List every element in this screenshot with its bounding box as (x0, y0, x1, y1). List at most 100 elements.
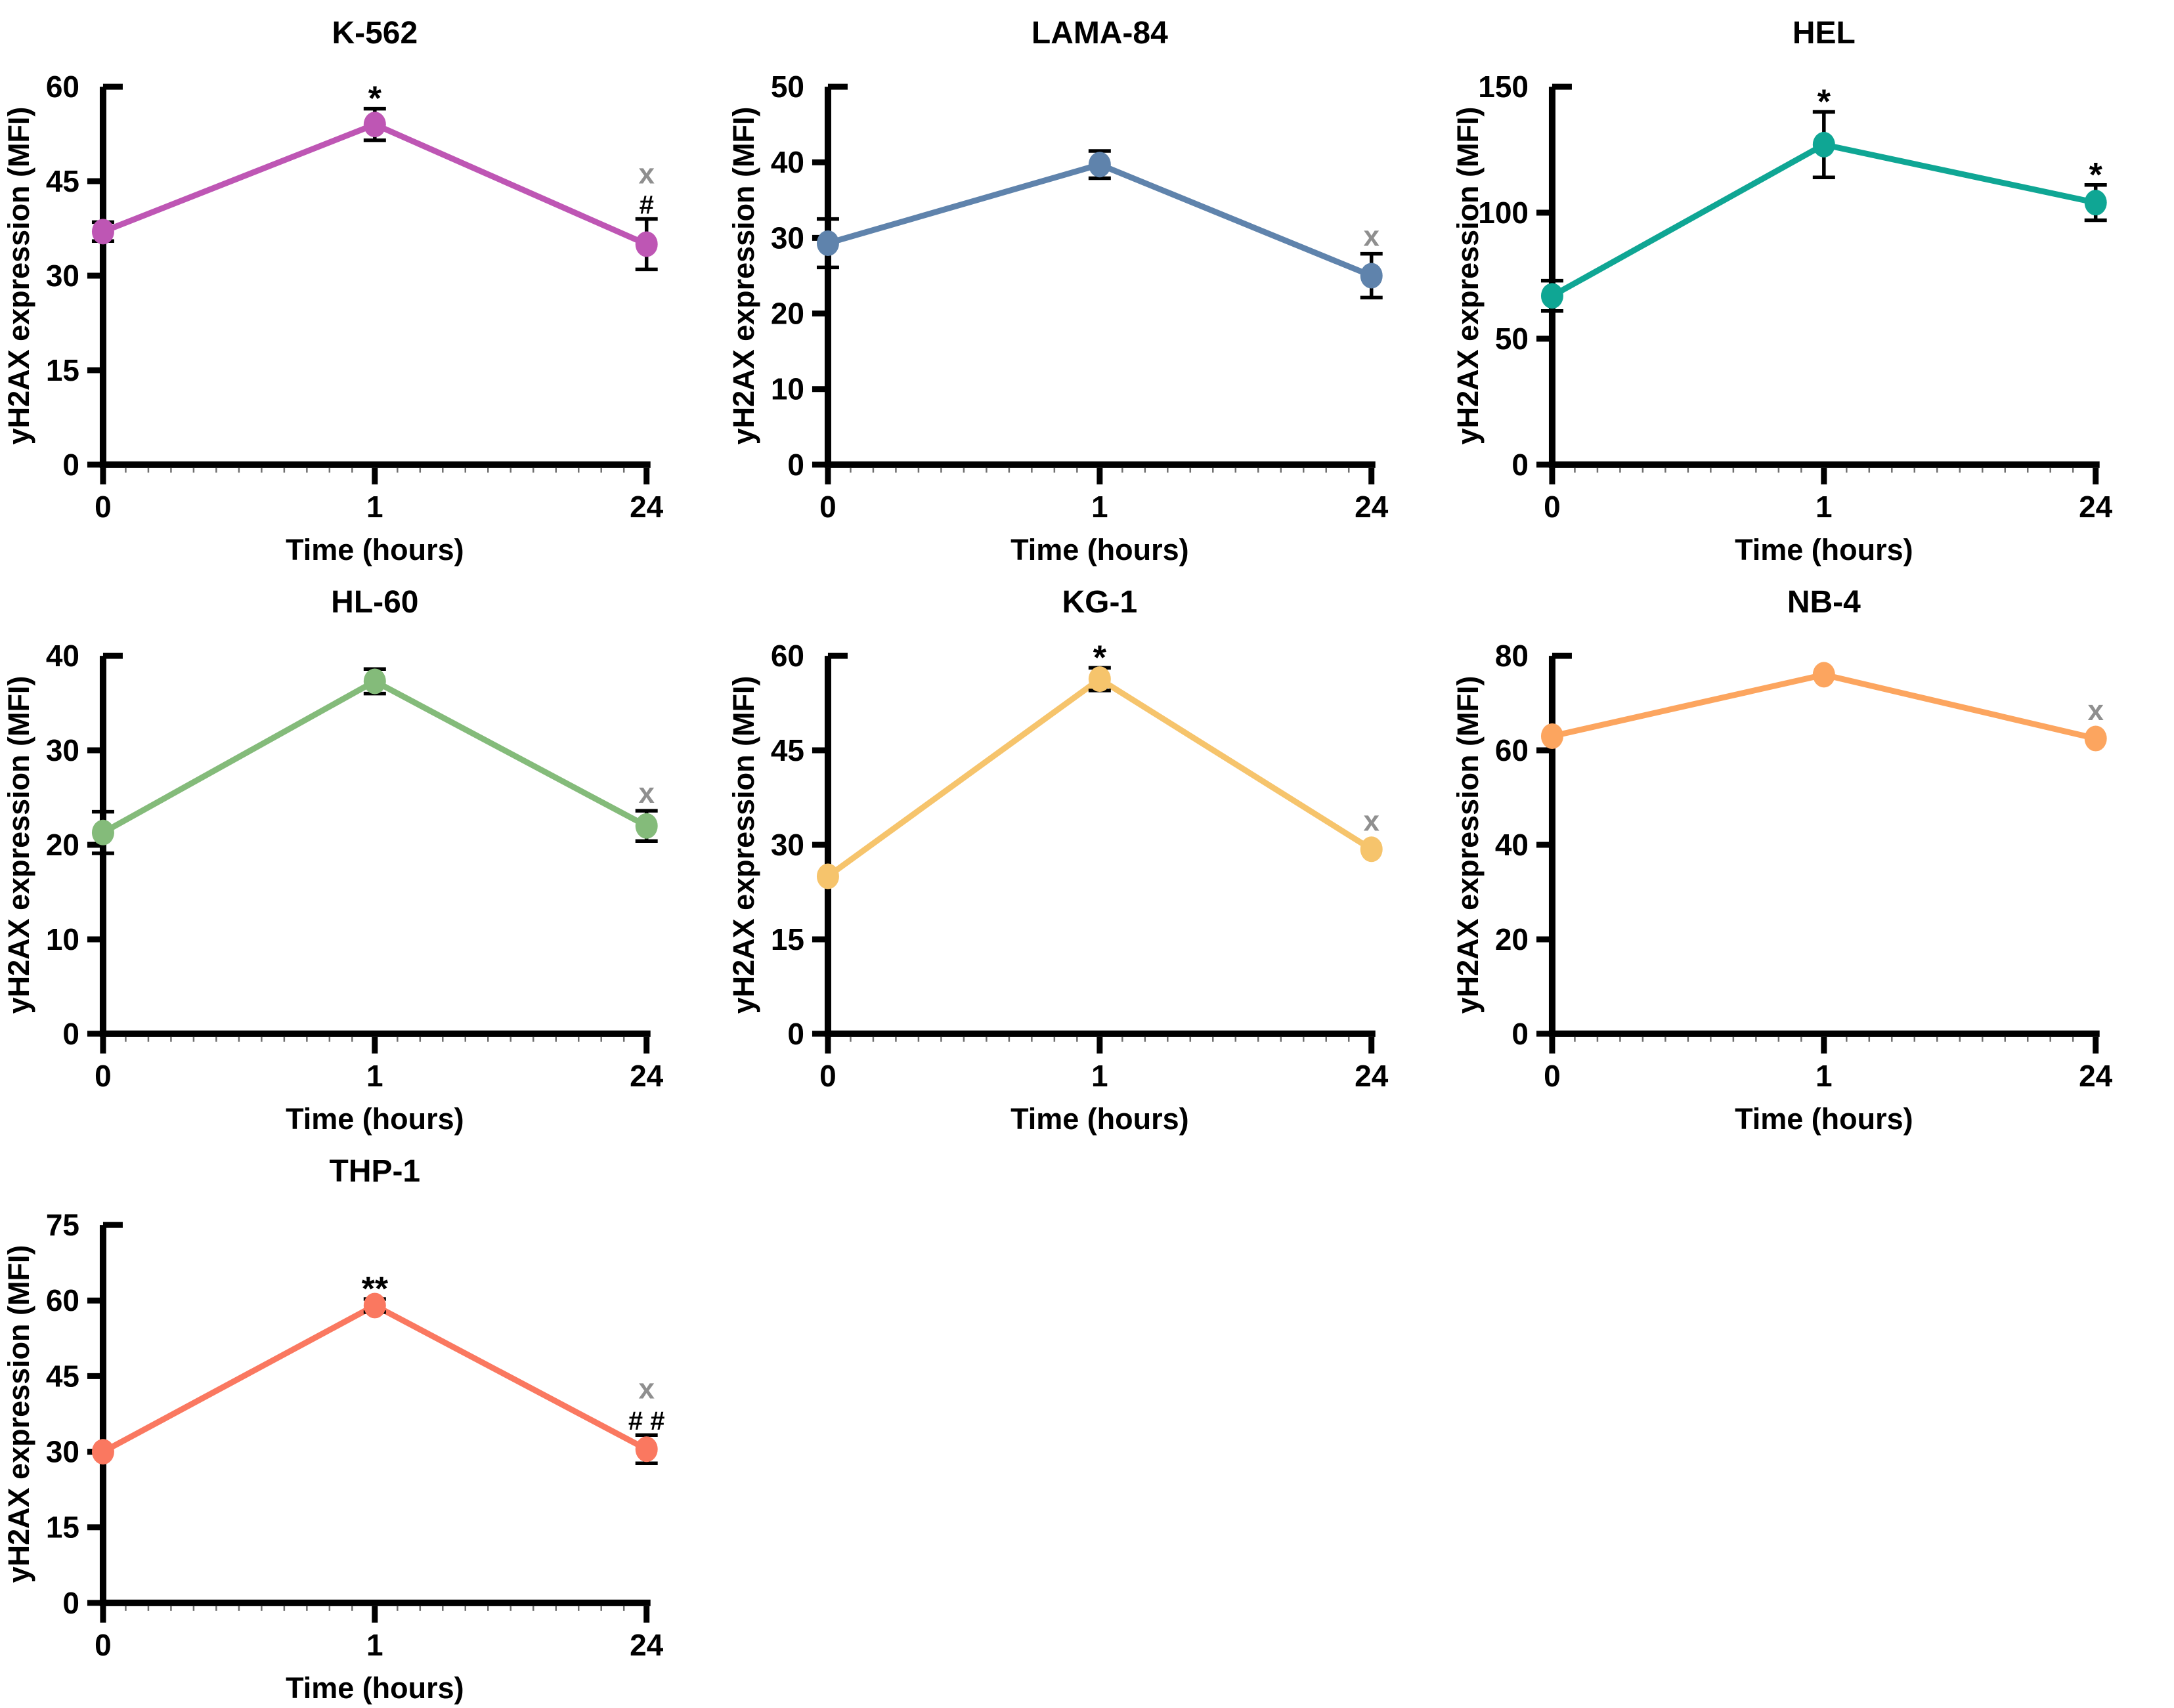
y-tick-label: 10 (770, 372, 804, 406)
data-point-marker (91, 1439, 114, 1465)
data-point-marker (363, 112, 386, 138)
x-tick-label: 1 (1091, 1059, 1108, 1093)
significance-annotation: x (638, 158, 655, 190)
data-point-marker (816, 863, 839, 889)
y-axis-label: yH2AX expression (MFI) (727, 676, 760, 1014)
x-tick-label: 24 (630, 490, 664, 524)
y-axis-label: yH2AX expression (MFI) (1451, 107, 1485, 445)
x-tick-label: 24 (1355, 490, 1389, 524)
y-axis-label: yH2AX expression (MFI) (2, 107, 35, 445)
y-tick-label: 0 (1512, 1017, 1529, 1051)
data-point-marker (1360, 836, 1383, 863)
data-point-marker (1360, 263, 1383, 289)
chart-title: LAMA-84 (1032, 16, 1168, 51)
y-tick-label: 60 (46, 1283, 79, 1317)
data-point-marker (635, 231, 658, 257)
data-point-marker (635, 1436, 658, 1462)
significance-annotation: x (1363, 221, 1380, 253)
x-tick-label: 24 (1355, 1059, 1389, 1093)
x-axis-label: Time (hours) (1011, 1102, 1189, 1136)
y-tick-label: 30 (46, 733, 79, 767)
chart-svg: THP-1 yH2AX expression (MFI) 0 15 30 45 60 75 0 1… (2, 1154, 665, 1705)
chart-svg: NB-4 yH2AX expression (MFI) 0 20 40 60 80 0 1 24 T… (1451, 585, 2113, 1136)
y-tick-label: 60 (1495, 733, 1529, 767)
x-tick-label: 0 (95, 490, 112, 524)
chart-nb-4: NB-4 yH2AX expression (MFI) 0 20 40 60 80 0 1 24 T… (1449, 569, 2174, 1138)
x-axis-label: Time (hours) (1735, 1102, 1913, 1136)
y-tick-label: 30 (46, 259, 79, 293)
data-point-marker (2085, 190, 2108, 216)
series-line (100, 1302, 650, 1455)
x-tick-label: 1 (1815, 1059, 1833, 1093)
x-tick-label: 0 (1544, 490, 1561, 524)
significance-annotation: * (1093, 639, 1106, 677)
x-tick-label: 1 (366, 1628, 383, 1662)
chart-svg: KG-1 yH2AX expression (MFI) 0 15 30 45 60 0 1 24 T… (727, 585, 1389, 1136)
chart-thp-1: THP-1 yH2AX expression (MFI) 0 15 30 45 60 75 0 1… (0, 1138, 725, 1707)
y-tick-label: 40 (46, 639, 79, 673)
significance-annotation: * (368, 80, 382, 118)
chart-svg: K-562 yH2AX expression (MFI) 0 15 30 45 60 0 1 24… (2, 16, 664, 566)
data-point-marker (91, 819, 114, 845)
x-axis-label: Time (hours) (286, 1671, 464, 1705)
y-tick-label: 0 (62, 1586, 79, 1620)
significance-annotation: ** (362, 1270, 389, 1308)
y-tick-label: 15 (46, 353, 79, 387)
chart-title: KG-1 (1062, 585, 1137, 620)
series-line (100, 678, 650, 836)
y-tick-label: 30 (770, 221, 804, 255)
chart-title: HL-60 (331, 585, 418, 620)
significance-annotation: * (2089, 156, 2103, 194)
series-line (825, 676, 1374, 880)
y-tick-label: 15 (770, 922, 804, 956)
y-tick-label: 15 (46, 1510, 79, 1545)
y-tick-label: 50 (770, 70, 804, 104)
y-tick-label: 45 (770, 733, 804, 767)
x-tick-label: 24 (2079, 1059, 2113, 1093)
significance-annotation: * (1817, 83, 1831, 121)
data-point-marker (1088, 152, 1111, 178)
x-tick-label: 0 (95, 1628, 112, 1662)
data-point-marker (1088, 666, 1111, 693)
y-tick-label: 45 (46, 1359, 79, 1393)
y-tick-label: 20 (770, 297, 804, 331)
y-tick-label: 50 (1495, 322, 1529, 356)
significance-annotation: # # (628, 1407, 665, 1436)
x-tick-label: 24 (2079, 490, 2113, 524)
x-axis-label: Time (hours) (286, 533, 464, 566)
y-tick-label: 30 (46, 1435, 79, 1469)
y-tick-label: 30 (770, 828, 804, 862)
y-tick-label: 0 (62, 1017, 79, 1051)
y-tick-label: 45 (46, 164, 79, 198)
series-line (100, 121, 650, 247)
significance-annotation: x (1363, 805, 1380, 838)
data-point-marker (91, 219, 114, 245)
y-tick-label: 80 (1495, 639, 1529, 673)
significance-annotation: x (2088, 694, 2104, 727)
chart-title: THP-1 (330, 1154, 421, 1189)
x-axis-label: Time (hours) (286, 1102, 464, 1136)
chart-hel: HEL yH2AX expression (MFI) 0 50 100 150 0 1 24 Ti… (1449, 0, 2174, 569)
data-point-marker (635, 813, 658, 839)
data-point-marker (1813, 662, 1836, 688)
chart-hl-60: HL-60 yH2AX expression (MFI) 0 10 20 30 40 0 1 24… (0, 569, 725, 1138)
y-tick-label: 60 (46, 70, 79, 104)
data-point-marker (1541, 723, 1564, 749)
significance-annotation: x (638, 1373, 655, 1405)
y-tick-label: 40 (770, 145, 804, 179)
y-tick-label: 0 (62, 448, 79, 482)
y-tick-label: 60 (770, 639, 804, 673)
chart-svg: HL-60 yH2AX expression (MFI) 0 10 20 30 40 0 1 24… (2, 585, 664, 1136)
x-tick-label: 24 (630, 1628, 664, 1662)
y-tick-label: 100 (1479, 196, 1529, 230)
y-tick-label: 0 (1512, 448, 1529, 482)
y-tick-label: 40 (1495, 828, 1529, 862)
data-point-marker (1541, 283, 1564, 309)
y-tick-label: 75 (46, 1208, 79, 1242)
y-tick-label: 10 (46, 922, 79, 956)
data-point-marker (816, 230, 839, 256)
x-tick-label: 1 (366, 1059, 383, 1093)
y-tick-label: 150 (1479, 70, 1529, 104)
x-axis-label: Time (hours) (1011, 533, 1189, 566)
